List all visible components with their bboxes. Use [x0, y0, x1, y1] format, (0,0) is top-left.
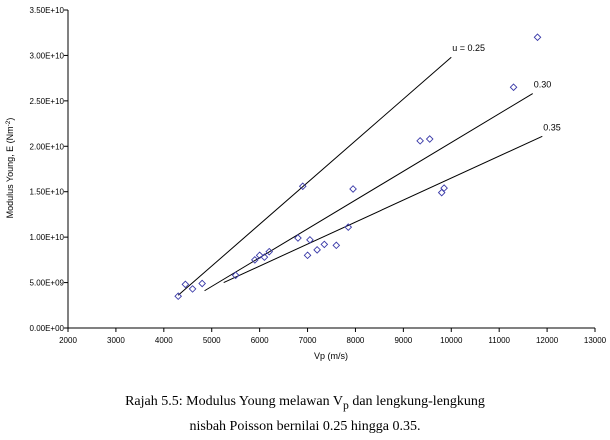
data-point	[181, 280, 190, 289]
data-point	[188, 285, 197, 293]
data-point	[198, 279, 206, 288]
line-labels: u = 0.25 0.30 0.35	[452, 43, 561, 132]
y-tick-label: 1.50E+10	[30, 188, 65, 197]
data-point	[533, 33, 542, 42]
data-point	[437, 188, 446, 197]
data-point	[440, 184, 448, 192]
x-tick-label: 9000	[394, 336, 412, 345]
data-point	[303, 251, 312, 260]
data-point	[265, 247, 274, 256]
data-point	[294, 234, 302, 242]
x-tick-label: 10000	[440, 336, 463, 345]
x-tick-label: 4000	[155, 336, 173, 345]
data-point	[425, 135, 434, 143]
data-points	[174, 33, 542, 301]
x-tick-label: 12000	[536, 336, 559, 345]
caption-subscript: p	[343, 398, 349, 412]
poisson-lines	[177, 56, 543, 296]
y-axis-title-main: Modulus Young, E (Nm	[5, 126, 15, 218]
data-point	[313, 246, 321, 254]
y-tick-label: 2.00E+10	[30, 142, 65, 151]
x-tick-label: 6000	[251, 336, 269, 345]
data-point	[332, 241, 341, 250]
poisson-line-label: 0.35	[543, 122, 561, 132]
poisson-line-label: 0.30	[534, 80, 552, 90]
x-tick-label: 8000	[347, 336, 365, 345]
x-tick-label: 7000	[299, 336, 317, 345]
x-tick-label: 5000	[203, 336, 221, 345]
scatter-chart: 2000 3000 4000 5000 6000 7000 8000 9000 10000 110…	[5, 6, 607, 361]
y-tick-labels: 0.00E+00 5.00E+09 1.00E+10 1.50E+10 2.00E+10…	[30, 6, 65, 333]
x-tick-labels: 2000 3000 4000 5000 6000 7000 8000 9000 10000 110…	[59, 336, 607, 345]
data-point	[174, 292, 183, 301]
x-tick-label: 13000	[584, 336, 607, 345]
poisson-line-label: u = 0.25	[452, 43, 485, 53]
data-point	[231, 271, 240, 280]
figure-caption-line-2: nisbah Poisson bernilai 0.25 hingga 0.35…	[189, 419, 421, 434]
data-point	[251, 256, 259, 264]
caption-suffix: dan lengkung-lengkung	[348, 394, 485, 409]
x-axis-title: Vp (m/s)	[314, 351, 348, 361]
y-tick-label: 5.00E+09	[30, 279, 65, 288]
y-axis-title-superscript: -2	[5, 120, 12, 126]
data-point	[416, 136, 424, 145]
y-axis-title: Modulus Young, E (Nm-2)	[5, 118, 16, 219]
data-point	[349, 185, 357, 193]
data-point	[298, 182, 307, 191]
y-axis-title-end: )	[5, 118, 15, 121]
data-point	[255, 251, 264, 260]
y-tick-label: 0.00E+00	[30, 324, 65, 333]
poisson-line	[177, 56, 452, 296]
poisson-line	[223, 135, 543, 284]
data-point	[344, 223, 353, 231]
axes	[64, 9, 596, 332]
figure-caption-line-1: Rajah 5.5: Modulus Young melawan Vp dan …	[0, 394, 610, 412]
x-tick-label: 2000	[59, 336, 77, 345]
y-tick-label: 3.50E+10	[30, 6, 65, 15]
y-tick-label: 2.50E+10	[30, 97, 65, 106]
data-point	[509, 83, 518, 92]
x-tick-label: 11000	[488, 336, 510, 345]
poisson-line	[204, 93, 533, 292]
x-tick-label: 3000	[107, 336, 125, 345]
data-point	[320, 240, 329, 249]
caption-prefix: Rajah 5.5: Modulus Young melawan V	[125, 394, 343, 409]
y-tick-label: 3.00E+10	[30, 51, 65, 60]
y-tick-label: 1.00E+10	[30, 233, 65, 242]
data-point	[260, 253, 269, 261]
data-point	[306, 236, 314, 244]
